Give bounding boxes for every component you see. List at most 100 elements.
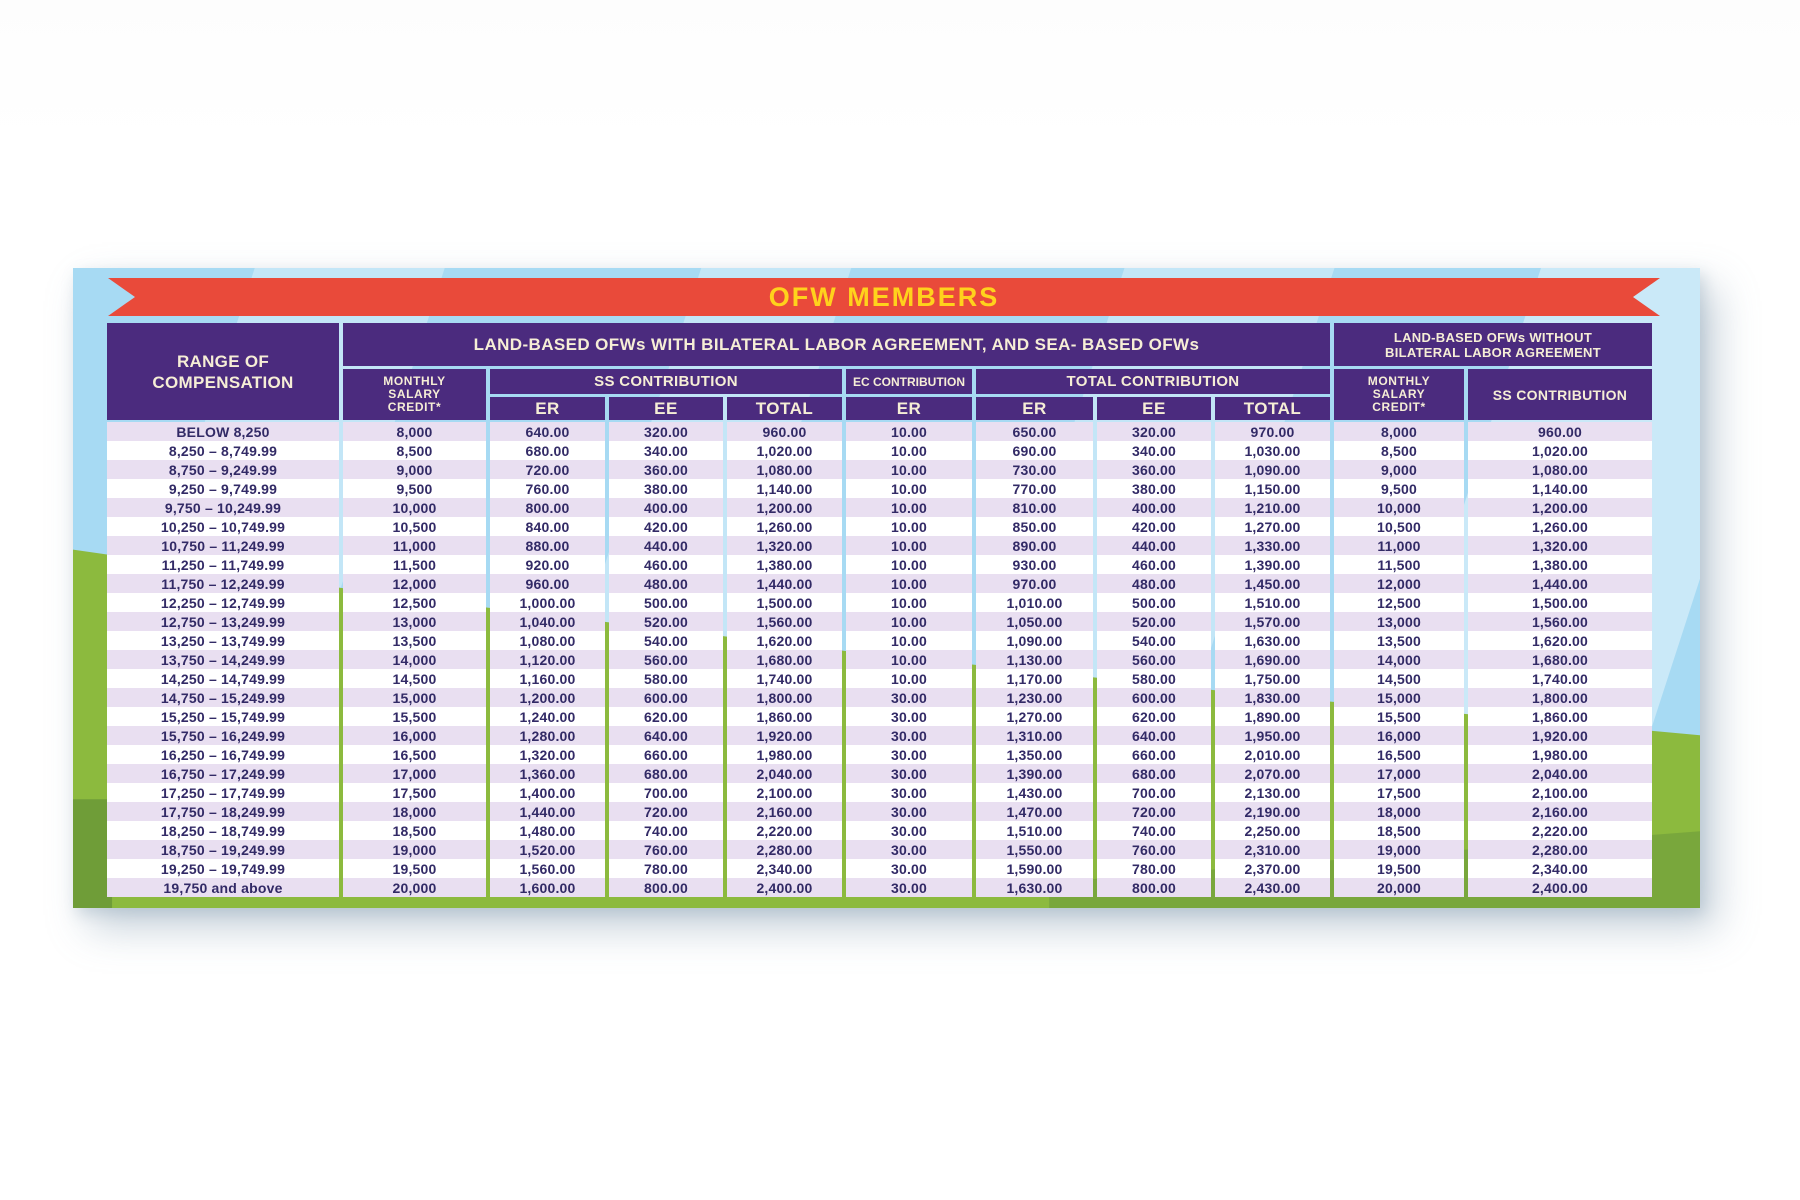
table-cell: 1,440.00: [727, 574, 842, 593]
table-cell: 11,500: [1334, 555, 1464, 574]
table-cell: 1,950.00: [1215, 726, 1330, 745]
table-cell: 2,340.00: [1468, 859, 1652, 878]
table-cell: 2,430.00: [1215, 878, 1330, 897]
table-cell: 12,250 – 12,749.99: [107, 593, 339, 612]
table-cell: 1,050.00: [976, 612, 1093, 631]
table-cell: 970.00: [1215, 422, 1330, 441]
table-cell: 19,000: [343, 840, 486, 859]
table-cell: 2,220.00: [1468, 821, 1652, 840]
table-cell: 17,000: [1334, 764, 1464, 783]
table-cell: 780.00: [1097, 859, 1211, 878]
table-cell: 480.00: [609, 574, 723, 593]
table-cell: 10,750 – 11,249.99: [107, 536, 339, 555]
table-cell: 1,560.00: [727, 612, 842, 631]
table-cell: 1,380.00: [1468, 555, 1652, 574]
table-cell: 10.00: [846, 631, 972, 650]
grass-shadow-patch: [73, 799, 113, 908]
table-cell: 20,000: [343, 878, 486, 897]
table-cell: 920.00: [490, 555, 605, 574]
table-cell: 1,750.00: [1215, 669, 1330, 688]
table-cell: 10.00: [846, 460, 972, 479]
table-cell: 2,160.00: [727, 802, 842, 821]
table-cell: 12,000: [343, 574, 486, 593]
table-cell: 770.00: [976, 479, 1093, 498]
table-cell: 620.00: [1097, 707, 1211, 726]
table-cell: 18,250 – 18,749.99: [107, 821, 339, 840]
table-cell: 1,860.00: [727, 707, 842, 726]
table-cell: 17,750 – 18,249.99: [107, 802, 339, 821]
table-cell: 1,500.00: [727, 593, 842, 612]
table-cell: 1,570.00: [1215, 612, 1330, 631]
table-cell: 10.00: [846, 555, 972, 574]
table-cell: 520.00: [609, 612, 723, 631]
table-cell: 12,500: [343, 593, 486, 612]
table-cell: 1,680.00: [1468, 650, 1652, 669]
table-cell: 1,400.00: [490, 783, 605, 802]
table-cell: 1,630.00: [1215, 631, 1330, 650]
table-cell: 1,430.00: [976, 783, 1093, 802]
table-cell: 680.00: [609, 764, 723, 783]
table-cell: 1,520.00: [490, 840, 605, 859]
table-cell: 30.00: [846, 840, 972, 859]
table-cell: 960.00: [490, 574, 605, 593]
table-cell: 18,000: [1334, 802, 1464, 821]
table-cell: 2,040.00: [1468, 764, 1652, 783]
table-cell: 9,750 – 10,249.99: [107, 498, 339, 517]
table-cell: 660.00: [1097, 745, 1211, 764]
table-cell: 1,800.00: [1468, 688, 1652, 707]
table-cell: 2,250.00: [1215, 821, 1330, 840]
table-cell: 740.00: [1097, 821, 1211, 840]
table-cell: 13,500: [343, 631, 486, 650]
table-cell: 560.00: [1097, 650, 1211, 669]
table-cell: 1,120.00: [490, 650, 605, 669]
table-cell: 720.00: [609, 802, 723, 821]
table-cell: 8,000: [1334, 422, 1464, 441]
table-cell: 360.00: [609, 460, 723, 479]
table-cell: 18,500: [1334, 821, 1464, 840]
table-cell: 13,000: [1334, 612, 1464, 631]
table-cell: 12,500: [1334, 593, 1464, 612]
table-cell: 1,470.00: [976, 802, 1093, 821]
table-cell: 800.00: [490, 498, 605, 517]
table-cell: 1,920.00: [1468, 726, 1652, 745]
table-cell: 30.00: [846, 878, 972, 897]
table-cell: 30.00: [846, 859, 972, 878]
table-cell: 14,500: [343, 669, 486, 688]
table-cell: 20,000: [1334, 878, 1464, 897]
table-cell: 1,330.00: [1215, 536, 1330, 555]
table-cell: 30.00: [846, 726, 972, 745]
table-cell: 620.00: [609, 707, 723, 726]
table-cell: 1,620.00: [727, 631, 842, 650]
table-cell: 8,500: [343, 441, 486, 460]
table-cell: 17,500: [343, 783, 486, 802]
table-cell: 1,270.00: [1215, 517, 1330, 536]
table-cell: 890.00: [976, 536, 1093, 555]
table-cell: 16,500: [343, 745, 486, 764]
header-total-ee: EE: [1097, 397, 1211, 420]
table-cell: 10,500: [1334, 517, 1464, 536]
table-cell: 440.00: [609, 536, 723, 555]
table-cell: 800.00: [609, 878, 723, 897]
table-cell: 2,310.00: [1215, 840, 1330, 859]
table-cell: 19,000: [1334, 840, 1464, 859]
table-cell: 12,750 – 13,249.99: [107, 612, 339, 631]
table-cell: 2,100.00: [1468, 783, 1652, 802]
table-cell: 660.00: [609, 745, 723, 764]
table-cell: 1,590.00: [976, 859, 1093, 878]
table-cell: 680.00: [490, 441, 605, 460]
table-cell: 30.00: [846, 802, 972, 821]
table-cell: 10.00: [846, 612, 972, 631]
table-cell: 10.00: [846, 498, 972, 517]
table-cell: 540.00: [1097, 631, 1211, 650]
table-cell: 15,500: [343, 707, 486, 726]
table-cell: 540.00: [609, 631, 723, 650]
table-cell: 30.00: [846, 764, 972, 783]
table-cell: 10.00: [846, 593, 972, 612]
table-cell: 2,070.00: [1215, 764, 1330, 783]
table-cell: 1,240.00: [490, 707, 605, 726]
table-cell: 1,350.00: [976, 745, 1093, 764]
table-cell: 1,830.00: [1215, 688, 1330, 707]
table-cell: 1,690.00: [1215, 650, 1330, 669]
table-cell: 10,000: [1334, 498, 1464, 517]
